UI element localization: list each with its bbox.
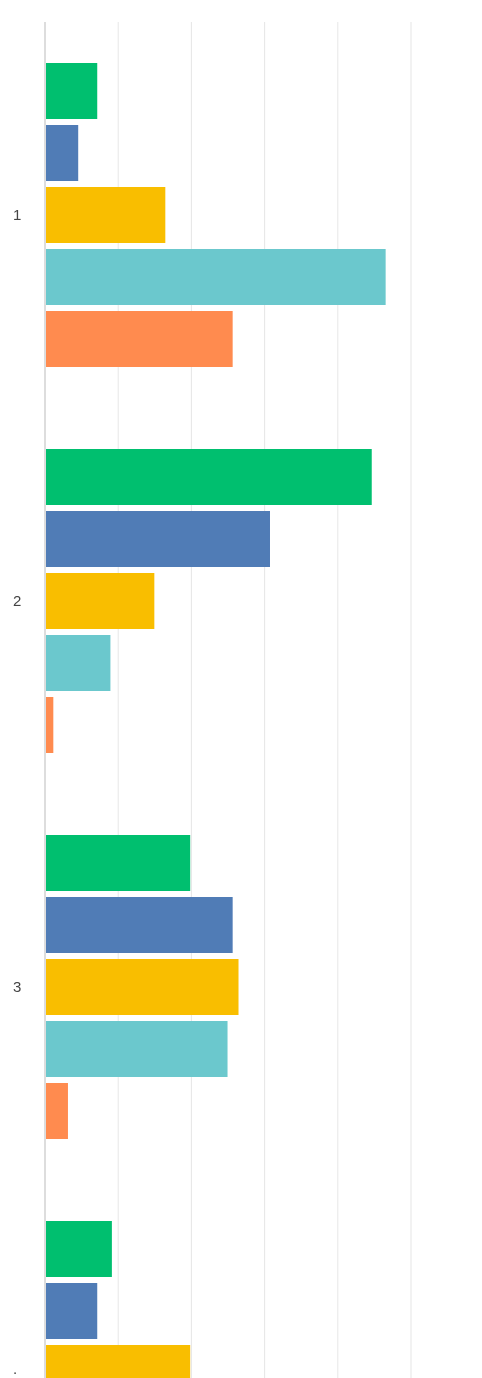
bar-cat-1-series-3 [46,187,166,243]
category-label: 3 [13,979,21,996]
bar-cat-4-series-1 [46,1221,112,1277]
category-labels: 1 2 3. [13,207,21,1378]
bar-cat-1-series-5 [46,311,233,367]
bar-cat-3-series-5 [46,1083,68,1139]
bar-cat-2-series-4 [46,635,111,691]
gridlines [117,22,412,1378]
bar-cat-3-series-4 [46,1021,228,1077]
bar-cat-2-series-5 [46,697,54,753]
bar-cat-3-series-3 [46,959,239,1015]
bar-cat-4-series-3 [46,1345,191,1378]
bar-cat-1-series-4 [46,249,386,305]
bar-cat-2-series-1 [46,449,372,505]
category-label: 1 [13,207,21,224]
bar-cat-4-series-2 [46,1283,98,1339]
bars [46,63,386,1378]
bar-cat-3-series-1 [46,835,191,891]
bar-cat-1-series-2 [46,125,79,181]
category-label: 2 [13,593,21,610]
bar-cat-2-series-3 [46,573,155,629]
bar-cat-3-series-2 [46,897,233,953]
category-label: . [13,1361,17,1378]
bar-cat-2-series-2 [46,511,270,567]
bar-cat-1-series-1 [46,63,98,119]
